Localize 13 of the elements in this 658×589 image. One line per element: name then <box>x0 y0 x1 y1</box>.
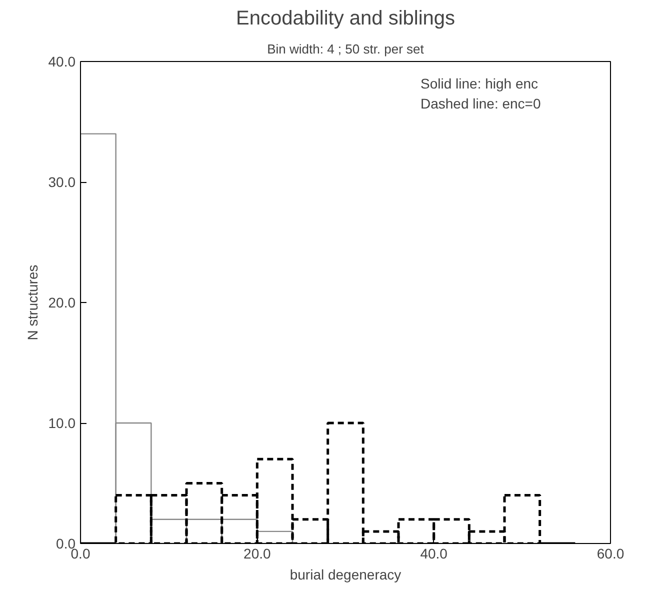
annotation: Dashed line: enc=0 <box>420 96 541 112</box>
x-tick-label: 60.0 <box>596 546 624 562</box>
y-tick-label: 40.0 <box>48 54 76 70</box>
chart-subtitle: Bin width: 4 ; 50 str. per set <box>267 42 424 56</box>
y-tick-label: 20.0 <box>48 294 76 310</box>
y-tick-label: 30.0 <box>48 174 76 190</box>
annotation: Solid line: high enc <box>420 76 538 92</box>
chart-title: Encodability and siblings <box>236 8 456 30</box>
x-tick-label: 40.0 <box>420 546 448 562</box>
y-tick-label: 10.0 <box>48 415 76 431</box>
x-tick-label: 20.0 <box>244 546 272 562</box>
x-axis-title: burial degeneracy <box>290 566 402 582</box>
y-axis-title: N structures <box>24 264 40 340</box>
